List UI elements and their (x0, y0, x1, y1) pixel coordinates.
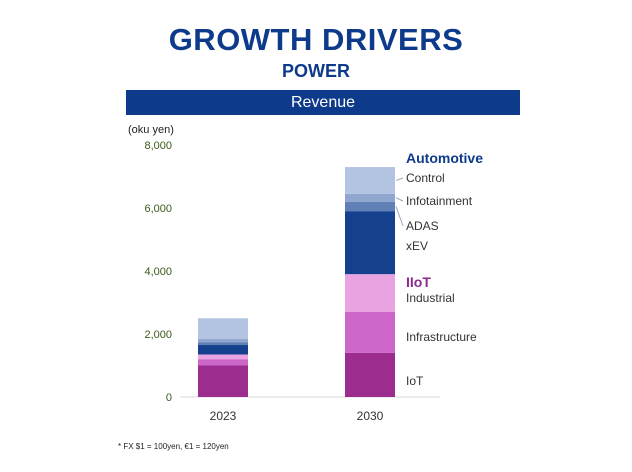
y-tick-label: 2,000 (144, 329, 172, 341)
group-label-automotive: Automotive (406, 150, 483, 166)
chart-title: GROWTH DRIVERS (168, 22, 464, 57)
bar-segment-control-2023 (198, 318, 248, 339)
leader-line-adas (395, 206, 404, 227)
bar-segment-industrial-2030 (345, 274, 395, 312)
series-label-xev: xEV (406, 239, 428, 253)
bar-segment-iot-2030 (345, 352, 395, 397)
x-tick-label: 2023 (210, 409, 237, 423)
series-label-industrial: Industrial (406, 291, 455, 305)
bar-segment-infotainment-2023 (198, 338, 248, 343)
y-tick-label: 4,000 (144, 266, 172, 278)
group-label-iiot: IIoT (406, 274, 431, 290)
bar-segment-industrial-2023 (198, 354, 248, 360)
fx-footnote: * FX $1 = 100yen, €1 = 120yen (118, 442, 229, 451)
x-tick-label: 2030 (357, 409, 384, 423)
y-tick-label: 6,000 (144, 203, 172, 215)
bar-segment-xev-2023 (198, 345, 248, 355)
series-label-control: Control (406, 171, 445, 185)
bar-segment-xev-2030 (345, 211, 395, 275)
bar-segment-infrastructure-2030 (345, 311, 395, 353)
series-label-infrastructure: Infrastructure (406, 330, 477, 344)
bar-segment-iot-2023 (198, 365, 248, 397)
y-tick-label: 8,000 (144, 140, 172, 152)
bar-segment-adas-2030 (345, 201, 395, 212)
series-label-adas: ADAS (406, 219, 439, 233)
series-label-infotainment: Infotainment (406, 194, 473, 208)
y-unit-label: (oku yen) (128, 124, 174, 136)
bar-segment-control-2030 (345, 167, 395, 194)
bar-segment-infotainment-2030 (345, 193, 395, 202)
bar-segment-infrastructure-2023 (198, 359, 248, 366)
chart-subtitle: POWER (281, 61, 350, 81)
y-tick-label: 0 (166, 392, 172, 404)
series-label-iot: IoT (406, 374, 424, 388)
leader-line-control (395, 177, 404, 181)
bar-segment-adas-2023 (198, 342, 248, 346)
revenue-banner: Revenue (126, 90, 520, 115)
leader-line-infotainment (395, 197, 404, 202)
